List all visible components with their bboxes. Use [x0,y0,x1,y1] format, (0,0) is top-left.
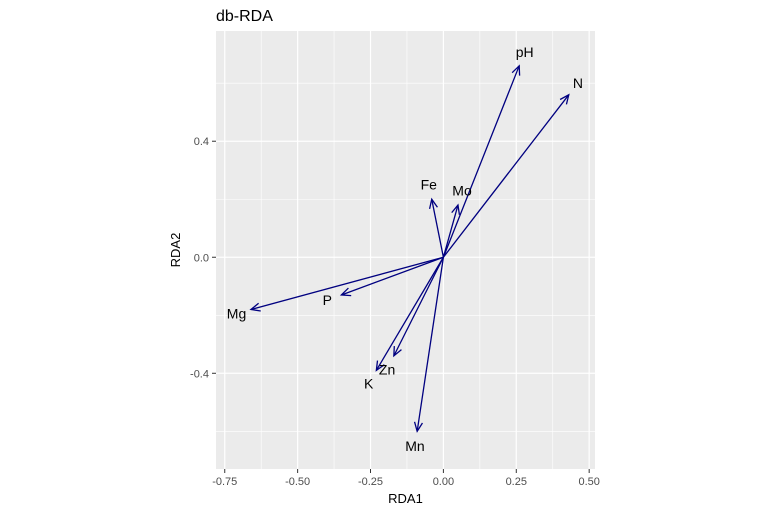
minor-gridlines [216,31,595,469]
y-tick-label: 0.0 [194,252,209,264]
vector-arrow-mg [249,256,444,312]
major-gridlines [216,31,595,469]
vector-label-ph: pH [516,44,534,60]
vector-label-fe: Fe [421,177,438,193]
y-tick-label: -0.4 [190,368,209,380]
vector-label-mg: Mg [227,305,246,321]
x-tick-label: 0.50 [578,476,599,488]
vector-arrow-fe [428,197,445,258]
x-tick-label: -0.75 [212,476,237,488]
x-tick-label: 0.00 [433,476,454,488]
vector-arrow-p [339,256,444,297]
vector-arrow-ph [442,64,521,258]
x-tick-label: -0.50 [285,476,310,488]
vector-arrow-n [442,93,570,258]
x-tick-label: 0.25 [506,476,527,488]
plot-panel [216,31,595,469]
vector-arrow-mn [413,257,445,433]
vector-labels: pH N Fe Mo P Mg Zn K Mn [227,44,583,454]
vector-label-k: K [364,375,374,391]
x-tick-label: -0.25 [358,476,383,488]
vector-arrow-k [375,256,444,372]
x-axis-ticks: -0.75 -0.50 -0.25 0.00 0.25 0.50 [212,469,600,488]
vector-label-mo: Mo [452,183,472,199]
y-tick-label: 0.4 [194,136,209,148]
vector-label-zn: Zn [379,361,395,377]
y-axis-title: RDA2 [168,233,183,268]
y-axis-ticks: -0.4 0.0 0.4 [190,136,216,380]
vector-label-n: N [573,75,583,91]
vector-label-mn: Mn [405,438,424,454]
chart-title: db-RDA [216,8,273,25]
vector-arrows [249,64,570,433]
vector-arrow-zn [393,256,444,358]
x-axis-title: RDA1 [388,491,423,506]
vector-label-p: P [323,292,332,308]
vector-arrow-mo [442,203,461,258]
